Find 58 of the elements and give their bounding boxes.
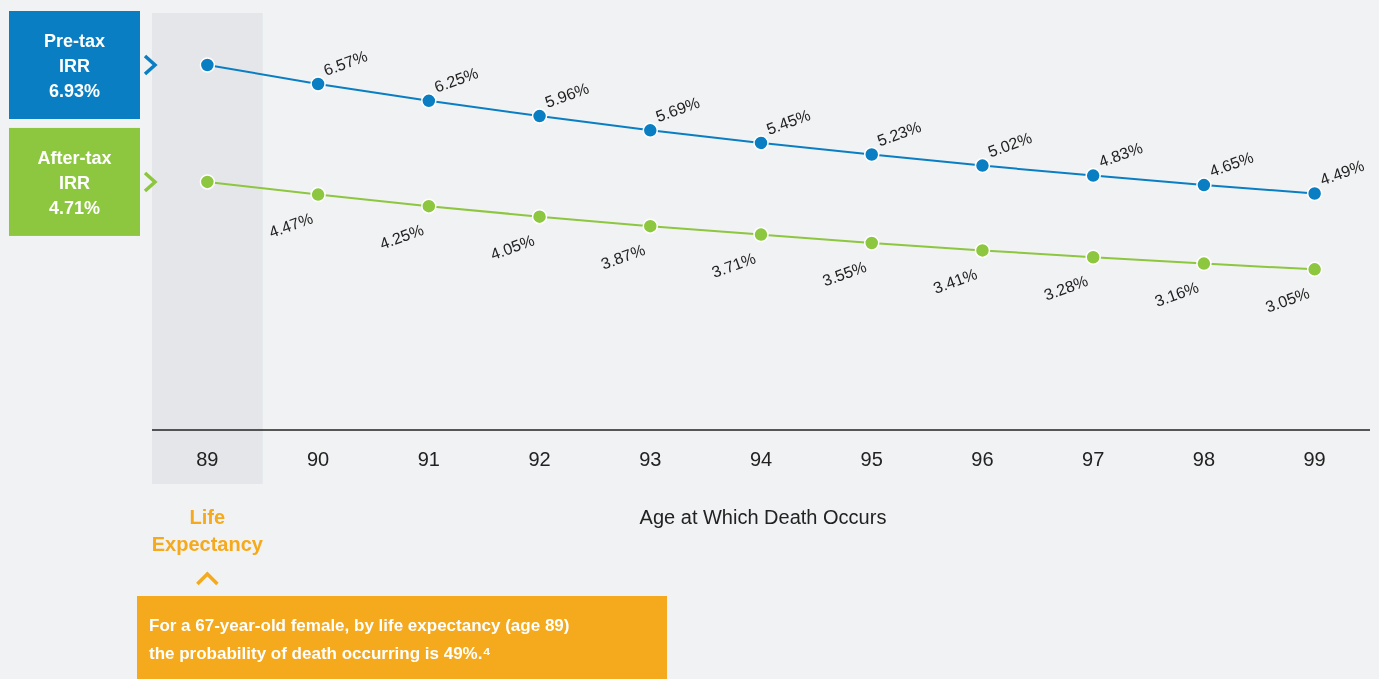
point [421,198,437,214]
x-tick-label: 93 [639,448,662,470]
data-label: 3.55% [820,257,869,290]
point [753,226,769,243]
point [642,218,659,234]
data-label: 3.41% [931,265,980,297]
data-label: 4.83% [1096,138,1145,171]
x-tick-label: 95 [860,448,883,470]
point [974,157,991,174]
point [1196,177,1212,193]
point [753,135,769,151]
point [863,146,880,163]
data-label: 5.69% [653,93,702,126]
point [199,57,216,73]
x-tick-label: 99 [1303,448,1326,470]
point [974,242,991,259]
point [199,174,216,190]
point [1085,249,1101,265]
x-axis-title: Age at Which Death Occurs [639,506,887,528]
data-label: 5.45% [764,106,813,138]
data-label: 3.87% [598,241,648,273]
data-label: 6.25% [432,64,481,96]
point [1085,167,1101,184]
x-tick-label: 97 [1082,448,1105,470]
point [863,235,880,251]
x-tick-label: 90 [306,448,330,470]
data-label: 3.71% [709,249,759,281]
x-tick-label: 92 [528,448,551,470]
text: For a 67-year-old female, by life expectancy (age 89) the probability of death occurring is 49%.⁴ [149,616,570,663]
point [531,208,548,225]
x-tick-label: 91 [417,448,440,470]
data-label: 4.47% [266,209,316,241]
band-label: Life Expectancy [151,506,264,555]
data-label: 5.23% [874,117,924,150]
data-label: 3.28% [1041,272,1091,304]
data-label: 4.05% [488,231,537,264]
point [421,93,437,109]
data-label: 3.16% [1152,278,1201,310]
point [642,122,659,139]
data-label: 4.49% [1317,156,1367,189]
legend-label: After-tax IRR 4.71% [37,147,112,218]
point [1306,185,1323,202]
point [531,108,548,124]
data-label: 4.65% [1207,148,1256,180]
data-label: 6.57% [321,47,370,79]
x-tick-label: 96 [971,448,994,470]
data-label: 5.02% [985,128,1035,161]
point [1306,261,1323,278]
data-label: 3.05% [1263,284,1312,316]
x-tick-label: 89 [196,448,219,470]
point [1196,255,1212,272]
data-label: 5.96% [542,79,592,111]
point [310,76,326,92]
x-tick-label: 98 [1192,448,1216,470]
x-tick-label: 94 [749,448,773,470]
legend-label: Pre-tax IRR 6.93% [43,31,106,101]
point [310,186,326,203]
data-label: 4.25% [377,221,426,253]
